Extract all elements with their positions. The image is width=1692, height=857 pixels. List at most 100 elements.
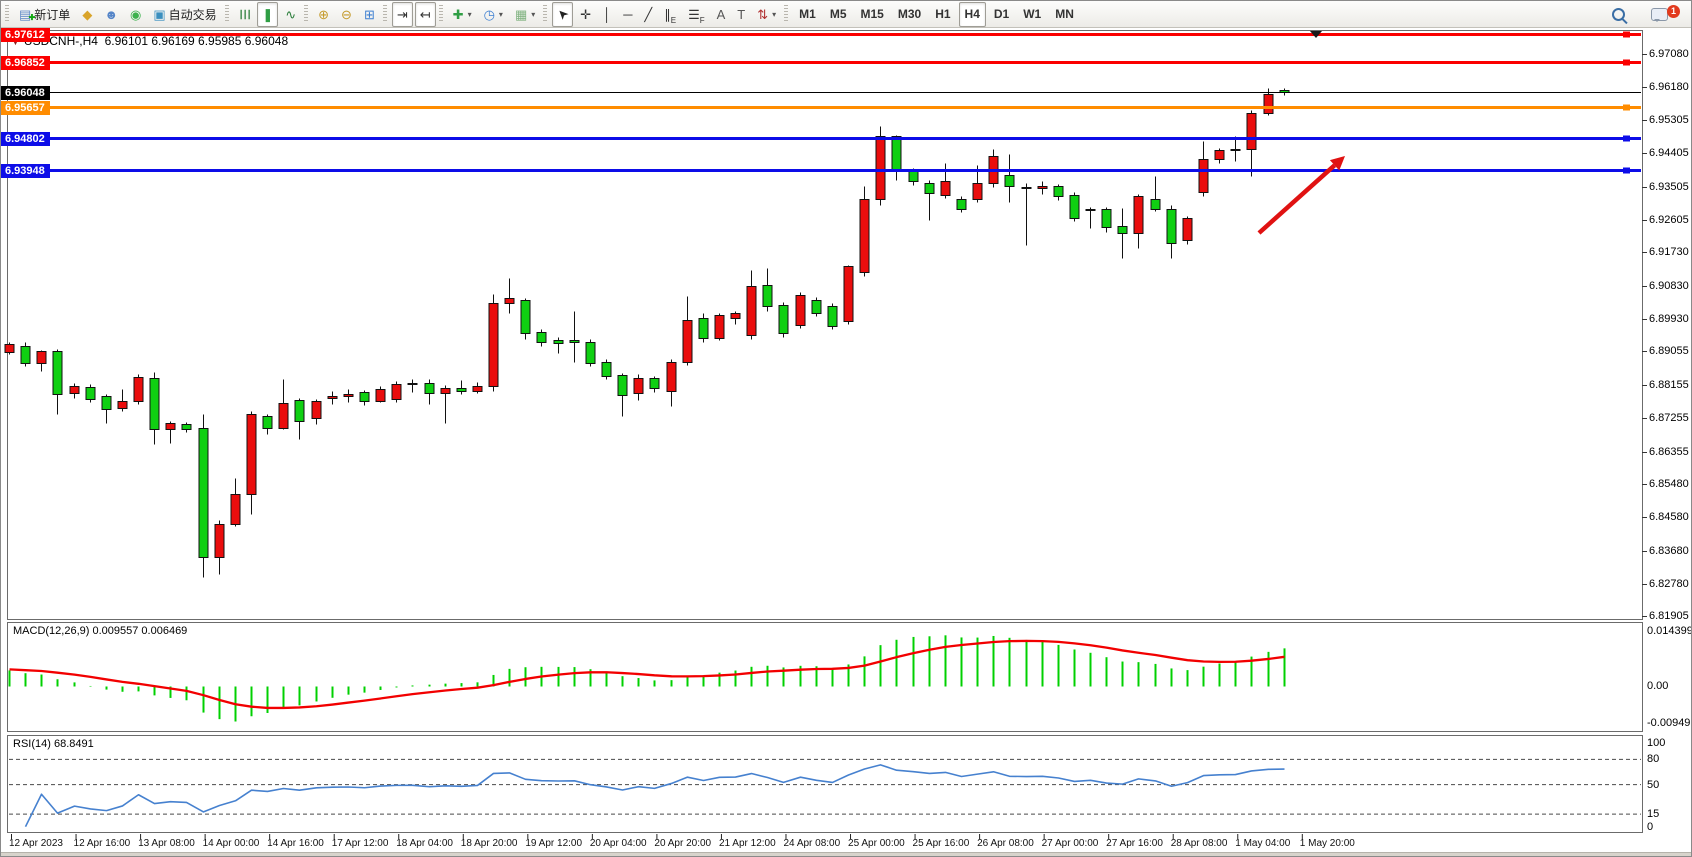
auto-scroll-button[interactable]: ⇥ <box>391 1 413 27</box>
tile-windows-button[interactable]: ⊞ <box>359 2 380 27</box>
price-tick-label: 6.88155 <box>1649 378 1689 391</box>
notifications-button[interactable]: 1 <box>1646 2 1680 27</box>
zoom-in-icon: ⊕ <box>318 6 330 22</box>
tf-mn-button-label: MN <box>1055 7 1074 21</box>
macd-panel[interactable] <box>7 622 1643 732</box>
search-button[interactable] <box>1607 2 1630 27</box>
tile-windows-icon: ⊞ <box>363 6 375 22</box>
price-tick-label: 6.84580 <box>1649 510 1689 523</box>
vertical-line-button[interactable]: │ <box>598 2 616 27</box>
autotrading-button-label: 自动交易 <box>168 7 217 22</box>
zoom-in-button[interactable]: ⊕ <box>313 2 334 27</box>
cursor-button[interactable]: ➤ <box>552 1 574 27</box>
user-icon: ☻ <box>104 6 118 22</box>
autotrading-button[interactable]: ▣ 自动交易 <box>148 2 221 27</box>
tf-m30-button-label: M30 <box>897 7 922 21</box>
clock-icon: ◷ <box>483 6 495 22</box>
fibonacci-button[interactable]: ☰ F <box>683 2 710 27</box>
metaeditor-button[interactable]: ◆ <box>77 2 97 27</box>
crosshair-button[interactable]: ✛ <box>575 2 596 27</box>
macd-axis-label: 0.00 <box>1647 680 1669 692</box>
price-tick-label: 6.85480 <box>1649 477 1689 490</box>
macd-name: MACD(12,26,9) <box>13 625 90 637</box>
price-tick-label: 6.92605 <box>1649 213 1689 226</box>
vertical-line-icon: │ <box>603 6 612 22</box>
toolbar-group-grip <box>224 5 229 23</box>
tf-m1-button[interactable]: M1 <box>793 2 822 27</box>
tf-w1-button-label: W1 <box>1023 7 1042 21</box>
crosshair-icon: ✛ <box>580 6 592 22</box>
tf-h1-button-label: H1 <box>935 7 951 21</box>
indicators-button[interactable]: ✚ ▾ <box>448 2 477 27</box>
tf-m1-button-label: M1 <box>799 7 816 21</box>
rsi-axis-label: 80 <box>1647 753 1660 766</box>
tf-m30-button[interactable]: M30 <box>892 2 927 27</box>
new-order-button[interactable]: ▤ ✚ 新订单 <box>14 2 75 27</box>
tf-m5-button-label: M5 <box>829 7 847 21</box>
text-label-icon: T <box>737 6 746 22</box>
bar-chart-button[interactable]: ☰ <box>234 2 256 27</box>
price-tick-label: 6.94405 <box>1649 146 1689 159</box>
macd-axis-label: -0.009491 <box>1647 717 1692 729</box>
price-tick-label: 6.89930 <box>1649 312 1689 325</box>
line-chart-button[interactable]: ∿ <box>280 2 301 27</box>
cursor-icon: ➤ <box>553 4 572 24</box>
arrows-button[interactable]: ⇅ ▾ <box>752 2 781 27</box>
algo-user-button[interactable]: ☻ <box>99 2 123 27</box>
chevron-down-icon: ▾ <box>531 9 536 19</box>
price-tick-label: 6.87255 <box>1649 411 1689 424</box>
macd-axis-label: 0.014399 <box>1647 625 1692 637</box>
horizontal-scrollbar[interactable] <box>1 852 1691 856</box>
rsi-axis-label: 15 <box>1647 808 1660 821</box>
price-tick-label: 6.89055 <box>1649 344 1689 357</box>
toolbar-group-grip <box>543 5 548 23</box>
auto-scroll-icon: ⇥ <box>396 6 408 22</box>
macd-label: MACD(12,26,9) 0.009557 0.006469 <box>13 625 187 637</box>
tf-m5-button[interactable]: M5 <box>824 2 853 27</box>
fibonacci-icon-letter: F <box>699 15 705 25</box>
price-tick-label: 6.93505 <box>1649 180 1689 193</box>
toolbar-group-grip <box>784 5 789 23</box>
candlestick-icon: ❚ <box>262 6 274 22</box>
signals-button[interactable]: ◉ <box>125 2 146 27</box>
trendline-button[interactable]: ╱ <box>639 2 657 27</box>
toolbar-group-grip <box>438 5 443 23</box>
fibonacci-icon: ☰ <box>688 6 700 22</box>
tf-d1-button[interactable]: D1 <box>988 2 1015 27</box>
main-chart-panel[interactable] <box>7 30 1643 620</box>
chart-title: ▼ USDCNH-,H4 6.96101 6.96169 6.95985 6.96… <box>11 34 288 48</box>
rsi-axis-label: 50 <box>1647 778 1660 791</box>
label-button[interactable]: T <box>732 2 750 27</box>
symbol-marker-icon: ▼ <box>11 37 20 47</box>
channel-icon: ∥ <box>664 6 671 22</box>
indicators-icon: ✚ <box>452 6 464 22</box>
tf-mn-button[interactable]: MN <box>1049 2 1080 27</box>
templates-button[interactable]: ▦ ▾ <box>510 2 540 27</box>
horizontal-line-button[interactable]: ─ <box>618 2 637 27</box>
toolbar-group-grip <box>382 5 387 23</box>
text-button[interactable]: A <box>712 2 731 27</box>
chart-shift-button[interactable]: ↤ <box>414 1 436 27</box>
chevron-down-icon: ▾ <box>498 9 503 19</box>
new-order-button-label: 新订单 <box>34 7 71 22</box>
periods-button[interactable]: ◷ ▾ <box>479 2 508 27</box>
tf-m15-button[interactable]: M15 <box>855 2 890 27</box>
brush-icon: ◆ <box>82 6 93 22</box>
rsi-panel[interactable] <box>7 735 1643 833</box>
price-tick-label: 6.83680 <box>1649 544 1689 557</box>
candlestick-button[interactable]: ❚ <box>257 1 279 27</box>
tf-h4-button[interactable]: H4 <box>958 1 986 27</box>
price-tick-label: 6.90830 <box>1649 279 1689 292</box>
line-chart-icon: ∿ <box>285 6 297 22</box>
chart-ohlc-text: 6.96101 6.96169 6.95985 6.96048 <box>104 34 289 48</box>
text-icon: A <box>716 6 726 22</box>
zoom-out-button[interactable]: ⊖ <box>336 2 357 27</box>
tf-w1-button[interactable]: W1 <box>1017 2 1047 27</box>
price-tick-label: 6.95305 <box>1649 113 1689 126</box>
notification-badge: 1 <box>1667 5 1680 18</box>
channel-button[interactable]: ∥ E <box>659 2 681 27</box>
tf-h4-button-label: H4 <box>964 7 980 21</box>
time-axis[interactable] <box>7 834 1643 852</box>
tf-h1-button[interactable]: H1 <box>929 2 956 27</box>
